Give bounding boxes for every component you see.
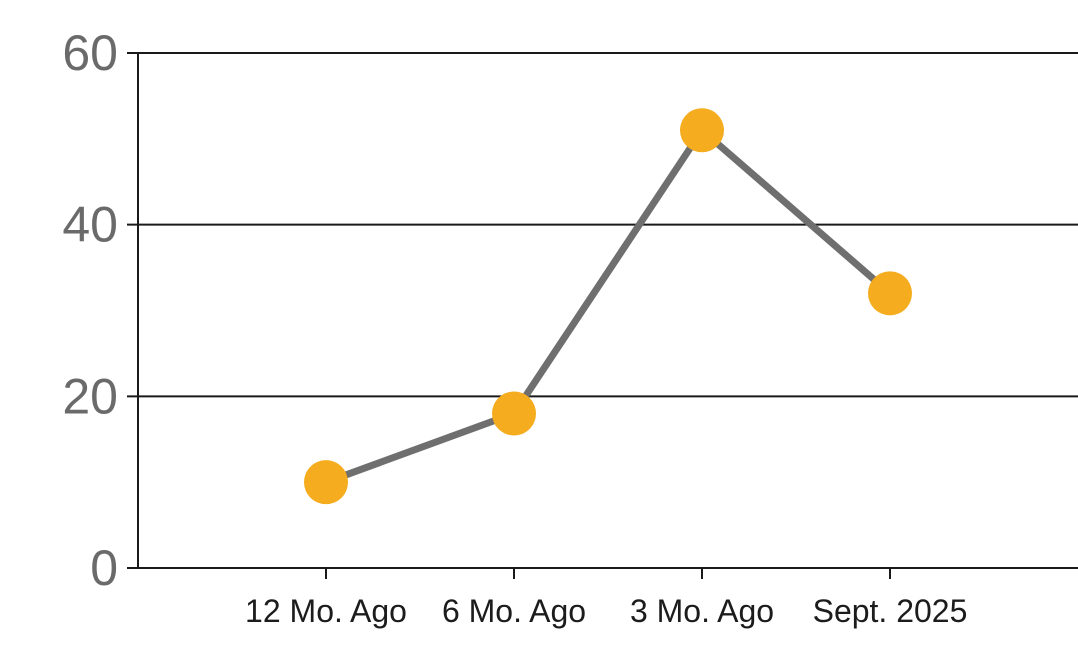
- series-line: [322, 126, 894, 486]
- y-tick-label-40: 40: [62, 197, 118, 253]
- data-point-marker-2: [680, 108, 724, 153]
- x-tick-label-1: 6 Mo. Ago: [442, 593, 586, 629]
- x-tick-label-0: 12 Mo. Ago: [245, 593, 407, 629]
- x-tick-label-2: 3 Mo. Ago: [630, 593, 774, 629]
- x-tick-label-3: Sept. 2025: [813, 593, 968, 629]
- y-tick-label-20: 20: [62, 368, 118, 424]
- y-tick-label-0: 0: [90, 540, 118, 596]
- y-tick-label-60: 60: [62, 25, 118, 81]
- data-point-marker-0: [304, 460, 348, 505]
- data-point-marker-1: [492, 391, 536, 436]
- data-point-marker-3: [868, 271, 912, 316]
